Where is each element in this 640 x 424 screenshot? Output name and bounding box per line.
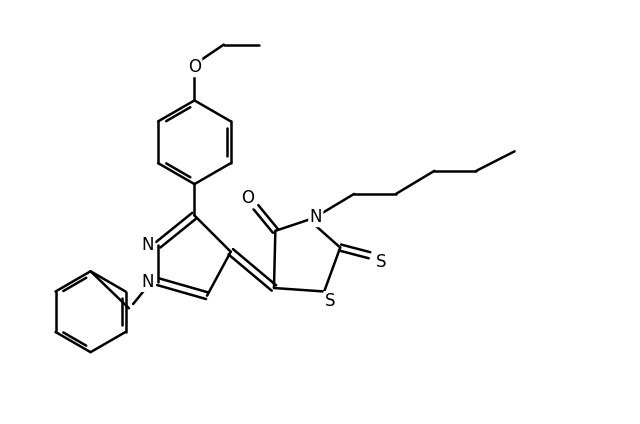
Text: N: N xyxy=(141,236,154,254)
Text: O: O xyxy=(188,58,201,76)
Text: N: N xyxy=(310,208,322,226)
Text: S: S xyxy=(376,253,386,271)
Text: N: N xyxy=(141,273,154,291)
Text: S: S xyxy=(324,292,335,310)
Text: O: O xyxy=(241,189,254,207)
